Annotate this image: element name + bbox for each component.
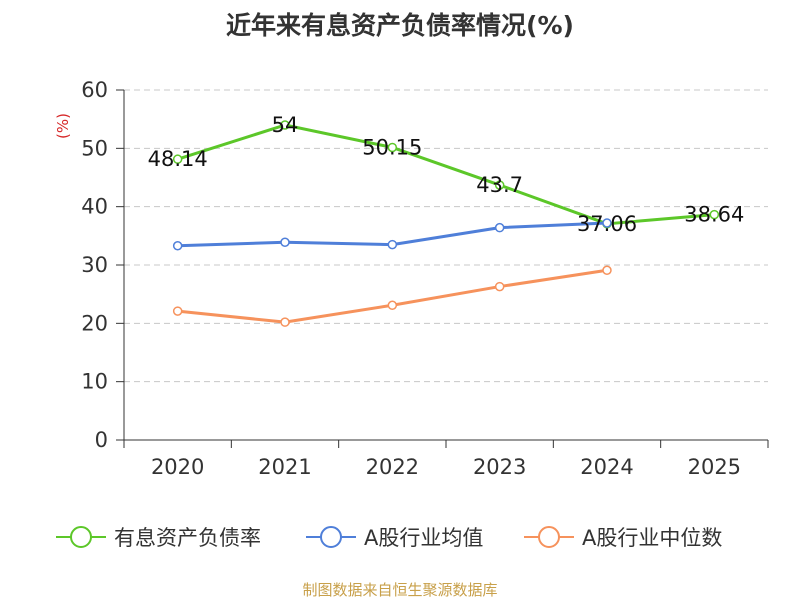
data-point: [387, 300, 398, 310]
data-point: [280, 237, 290, 247]
legend-marker-icon: [306, 526, 356, 548]
legend-item-debt-ratio[interactable]: 有息资产负债率: [56, 520, 261, 554]
data-point: [709, 209, 720, 220]
y-tick-label: 10: [81, 370, 108, 394]
y-tick-label: 0: [95, 428, 108, 452]
data-point: [172, 306, 183, 316]
label-layer: 48.14 54 50.15 43.7 37.06 38.64: [148, 113, 745, 236]
y-tick-label: 40: [81, 195, 108, 219]
series-line-0: [177, 123, 715, 226]
data-label: 43.7: [476, 173, 523, 197]
data-point: [602, 218, 612, 228]
legend-item-industry-median[interactable]: A股行业中位数: [524, 520, 722, 554]
y-tick-label: 50: [81, 136, 108, 160]
y-tick-label: 20: [81, 311, 108, 335]
x-tick-label: 2023: [473, 455, 526, 479]
series-layer: [172, 120, 720, 327]
x-tick-label: 2020: [151, 455, 204, 479]
data-label: 38.64: [684, 203, 744, 227]
data-point: [280, 317, 290, 327]
data-label: 48.14: [148, 147, 208, 171]
legend-label: A股行业均值: [364, 526, 484, 550]
x-tick-label: 2022: [366, 455, 419, 479]
data-point: [602, 265, 612, 275]
chart-title: 近年来有息资产负债率情况(%): [226, 11, 574, 40]
axis-layer: 0 10 20 30 40 50 60 2020 2021 2022 2023 2024 2025 (%): [54, 78, 769, 479]
legend-marker-icon: [524, 526, 574, 548]
grid-layer: [124, 89, 768, 383]
legend-label: 有息资产负债率: [114, 526, 261, 550]
y-tick-label: 60: [81, 78, 108, 102]
data-point: [494, 180, 505, 190]
data-point: [494, 281, 505, 292]
data-point: [172, 241, 183, 251]
data-label: 54: [272, 113, 299, 137]
legend: 有息资产负债率 A股行业均值 A股行业中位数: [0, 520, 800, 554]
data-point: [172, 154, 183, 164]
x-tick-label: 2025: [688, 455, 741, 479]
data-point: [387, 239, 398, 250]
unit-label: (%): [54, 113, 72, 139]
legend-label: A股行业中位数: [582, 526, 723, 550]
source-note: 制图数据来自恒生聚源数据库: [302, 581, 498, 599]
data-label: 37.06: [577, 212, 637, 236]
x-tick-label: 2024: [580, 455, 633, 479]
data-label: 50.15: [362, 135, 422, 159]
legend-item-industry-mean[interactable]: A股行业均值: [306, 520, 483, 554]
data-point: [494, 222, 505, 233]
data-point: [280, 120, 290, 130]
y-tick-label: 30: [81, 253, 108, 277]
x-tick-label: 2021: [258, 455, 311, 479]
data-point: [387, 142, 398, 153]
legend-marker-icon: [56, 526, 106, 548]
series-line-2: [177, 268, 608, 324]
